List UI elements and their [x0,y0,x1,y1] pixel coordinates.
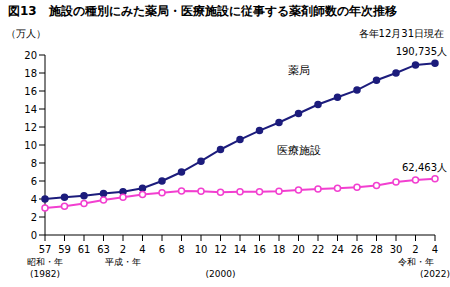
svg-text:61: 61 [78,244,91,255]
svg-text:2: 2 [412,244,418,255]
svg-text:24: 24 [331,244,344,255]
svg-text:62,463人: 62,463人 [402,162,442,173]
svg-text:8: 8 [31,158,37,169]
svg-text:2: 2 [120,244,126,255]
svg-text:12: 12 [214,244,227,255]
svg-text:18: 18 [273,244,286,255]
svg-text:昭和・年: 昭和・年 [27,257,63,267]
svg-text:59: 59 [58,244,71,255]
svg-text:16: 16 [253,244,266,255]
html-text:図13 施設の種別にみた薬局・医療施設に従事する薬剤師数の年: 図13 施設の種別にみた薬局・医療施設に従事する薬剤師数の年次推移 [8,4,397,18]
svg-text:28: 28 [370,244,383,255]
svg-text:18: 18 [24,68,37,79]
svg-text:平成・年: 平成・年 [105,257,141,267]
svg-text:12: 12 [24,122,37,133]
html-text:各年12月31日現在: 各年12月31日現在 [358,28,444,39]
svg-text:16: 16 [24,86,37,97]
svg-text:30: 30 [390,244,403,255]
svg-text:14: 14 [24,104,37,115]
svg-text:薬局: 薬局 [288,64,310,77]
svg-text:6: 6 [159,244,165,255]
svg-text:0: 0 [31,230,37,241]
svg-text:14: 14 [234,244,247,255]
svg-text:190,735人: 190,735人 [396,46,442,57]
svg-text:8: 8 [178,244,184,255]
svg-text:4: 4 [432,244,438,255]
svg-text:(2000): (2000) [206,269,236,279]
svg-text:57: 57 [39,244,52,255]
svg-text:10: 10 [24,140,37,151]
svg-text:22: 22 [312,244,325,255]
svg-text:20: 20 [24,50,37,61]
svg-text:26: 26 [351,244,364,255]
svg-text:6: 6 [31,176,37,187]
svg-text:(2022): (2022) [420,269,442,279]
svg-text:10: 10 [195,244,208,255]
svg-text:20: 20 [292,244,305,255]
svg-text:4: 4 [31,194,37,205]
html-text:（万人）: （万人） [6,28,46,39]
svg-text:4: 4 [139,244,145,255]
svg-text:医療施設: 医療施設 [277,144,321,157]
svg-text:2: 2 [31,212,37,223]
svg-text:(1982): (1982) [30,269,60,279]
svg-text:令和・年: 令和・年 [398,257,434,267]
svg-text:63: 63 [97,244,110,255]
